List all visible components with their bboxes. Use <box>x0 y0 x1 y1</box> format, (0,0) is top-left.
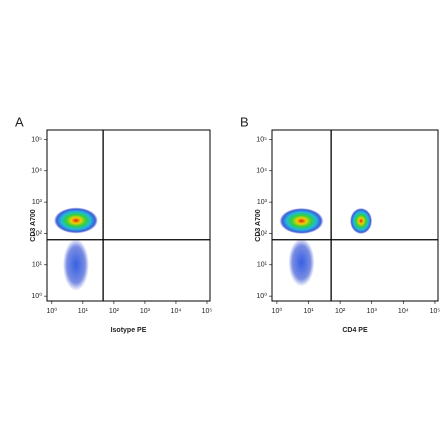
x-tick-label: 10² <box>335 308 346 315</box>
x-tick-label: 10⁴ <box>171 308 182 315</box>
y-tick-label: 10⁵ <box>256 136 267 143</box>
x-tick-label: 10⁰ <box>47 307 58 315</box>
x-axis-label: CD4 PE <box>342 327 368 334</box>
x-tick-label: 10⁵ <box>202 308 213 315</box>
y-tick-label: 10⁵ <box>31 136 42 143</box>
y-tick-label: 10² <box>257 230 268 237</box>
y-tick-label: 10³ <box>257 199 268 206</box>
population <box>53 207 98 234</box>
y-tick-label: 10¹ <box>32 262 43 269</box>
population <box>288 238 315 287</box>
plot-frame <box>271 129 439 302</box>
y-tick-label: 10² <box>32 230 43 237</box>
x-tick-label: 10⁴ <box>398 308 409 315</box>
x-tick-label: 10⁰ <box>272 307 283 315</box>
y-tick-label: 10⁴ <box>256 168 267 175</box>
panel-letter: B <box>240 114 249 129</box>
y-axis-label: CD3 A700 <box>255 209 262 242</box>
y-tick-label: 10⁴ <box>31 168 42 175</box>
y-axis-label: CD3 A700 <box>30 209 37 242</box>
population <box>350 207 373 234</box>
y-tick-label: 10¹ <box>257 262 268 269</box>
x-tick-label: 10¹ <box>78 308 89 315</box>
population <box>279 207 324 234</box>
y-tick-label: 10³ <box>32 199 43 206</box>
x-tick-label: 10³ <box>367 308 378 315</box>
y-tick-label: 10⁰ <box>256 292 267 300</box>
y-tick-label: 10⁰ <box>31 292 42 300</box>
x-tick-label: 10³ <box>140 308 151 315</box>
population <box>62 238 89 291</box>
x-tick-label: 10¹ <box>303 308 314 315</box>
x-axis-label: Isotype PE <box>111 327 147 334</box>
plot-frame <box>46 129 211 302</box>
x-tick-label: 10² <box>109 308 120 315</box>
x-tick-label: 10⁵ <box>430 308 440 315</box>
panel-letter: A <box>15 114 24 129</box>
